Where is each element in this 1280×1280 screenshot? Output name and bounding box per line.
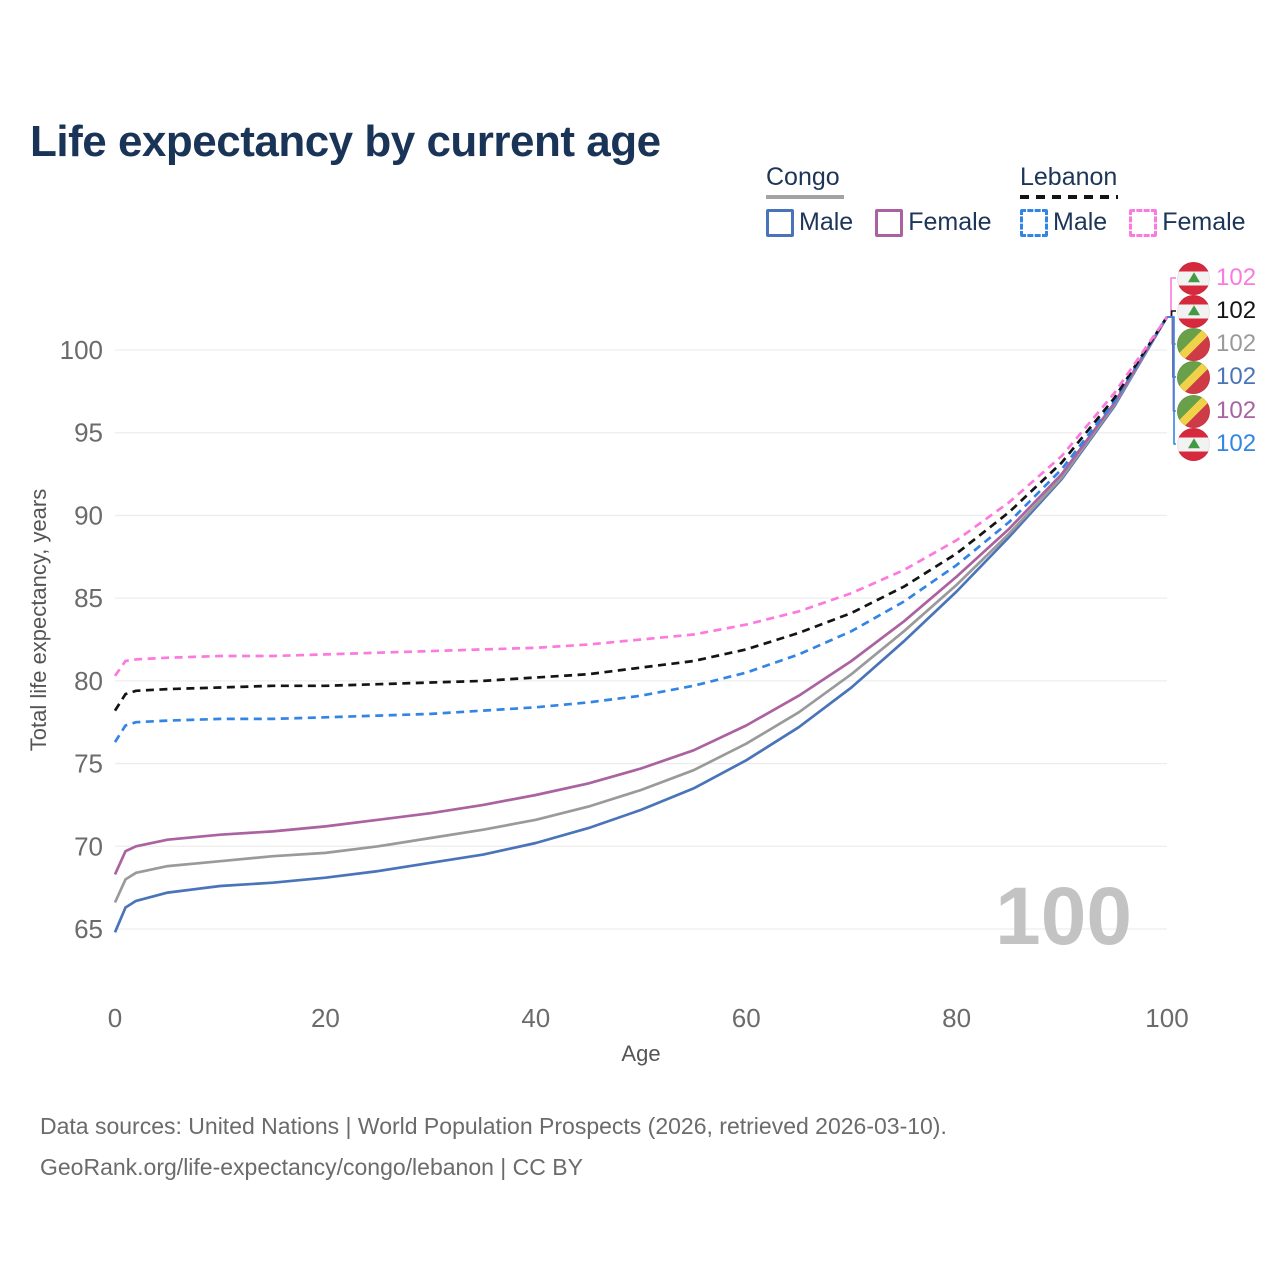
congo-male-swatch-icon xyxy=(766,208,794,237)
legend-lebanon-dashed-line-sample xyxy=(1020,195,1118,199)
x-axis-title: Age xyxy=(621,1041,660,1066)
legend-congo-title: Congo xyxy=(766,163,840,191)
y-tick-95: 95 xyxy=(74,418,103,448)
end-label-congo-male: 102 xyxy=(1177,360,1256,394)
footer-attribution: GeoRank.org/life-expectancy/congo/lebano… xyxy=(40,1154,583,1180)
hover-age-watermark: 100 xyxy=(995,871,1132,962)
end-label-value: 102 xyxy=(1216,397,1257,424)
footer: Data sources: United Nations | World Pop… xyxy=(40,1106,947,1188)
x-tick-0: 0 xyxy=(108,1003,122,1033)
legend-congo-solid-line-sample xyxy=(766,195,844,199)
lebanon-flag-icon xyxy=(1177,294,1210,328)
legend-lebanon-male-label: Male xyxy=(1053,208,1108,236)
series-line-lebanon xyxy=(113,316,1169,712)
legend-congo-male-label: Male xyxy=(799,208,854,236)
legend-item-lebanon-female[interactable]: Female xyxy=(1129,208,1246,237)
series-line-congo xyxy=(113,316,1169,904)
x-tick-80: 80 xyxy=(942,1003,971,1033)
y-tick-85: 85 xyxy=(74,583,103,613)
x-tick-60: 60 xyxy=(732,1003,761,1033)
end-label-lebanon-female: 102 xyxy=(1177,261,1256,295)
y-tick-80: 80 xyxy=(74,666,103,696)
end-label-connector-lebanon-male xyxy=(1167,316,1176,445)
series-line-lebanon-male xyxy=(113,316,1169,743)
legend-item-congo-female[interactable]: Female xyxy=(875,208,992,237)
congo-flag-icon xyxy=(1177,327,1210,361)
lebanon-flag-icon xyxy=(1177,261,1210,295)
legend-group-lebanon: Lebanon Male Female xyxy=(1020,163,1246,237)
series-line-congo-female xyxy=(113,316,1169,875)
y-tick-70: 70 xyxy=(74,831,103,861)
lebanon-male-swatch-icon xyxy=(1020,208,1048,237)
y-tick-75: 75 xyxy=(74,749,103,779)
end-label-congo: 102 xyxy=(1177,327,1256,361)
series-line-lebanon-female xyxy=(113,316,1169,677)
end-label-lebanon-male: 102 xyxy=(1177,427,1256,461)
series-line-congo-male xyxy=(113,316,1169,933)
congo-flag-icon xyxy=(1177,394,1210,428)
congo-flag-icon xyxy=(1177,360,1210,394)
legend-item-congo-male[interactable]: Male xyxy=(766,208,853,237)
x-tick-40: 40 xyxy=(521,1003,550,1033)
footer-data-sources: Data sources: United Nations | World Pop… xyxy=(40,1113,947,1139)
legend-congo-female-label: Female xyxy=(908,208,992,236)
end-label-value: 102 xyxy=(1216,264,1257,291)
x-tick-20: 20 xyxy=(311,1003,340,1033)
y-tick-100: 100 xyxy=(60,335,103,365)
page-title: Life expectancy by current age xyxy=(30,117,661,167)
end-label-congo-female: 102 xyxy=(1177,394,1256,428)
lebanon-flag-icon xyxy=(1177,427,1210,461)
legend-item-lebanon-male[interactable]: Male xyxy=(1020,208,1107,237)
end-label-value: 102 xyxy=(1216,430,1257,457)
end-label-value: 102 xyxy=(1216,363,1257,390)
legend-lebanon-title: Lebanon xyxy=(1020,163,1118,191)
congo-female-swatch-icon xyxy=(875,208,904,237)
end-label-lebanon: 102 xyxy=(1177,294,1256,328)
legend-lebanon-female-label: Female xyxy=(1162,208,1246,236)
end-label-value: 102 xyxy=(1216,297,1257,324)
y-axis-title: Total life expectancy, years xyxy=(26,489,51,752)
legend-group-congo: Congo Male Female xyxy=(766,163,992,237)
x-tick-100: 100 xyxy=(1145,1003,1188,1033)
lebanon-female-swatch-icon xyxy=(1129,208,1158,237)
y-tick-65: 65 xyxy=(74,914,103,944)
y-tick-90: 90 xyxy=(74,500,103,530)
end-label-value: 102 xyxy=(1216,330,1257,357)
end-label-connector-lebanon xyxy=(1167,310,1176,318)
